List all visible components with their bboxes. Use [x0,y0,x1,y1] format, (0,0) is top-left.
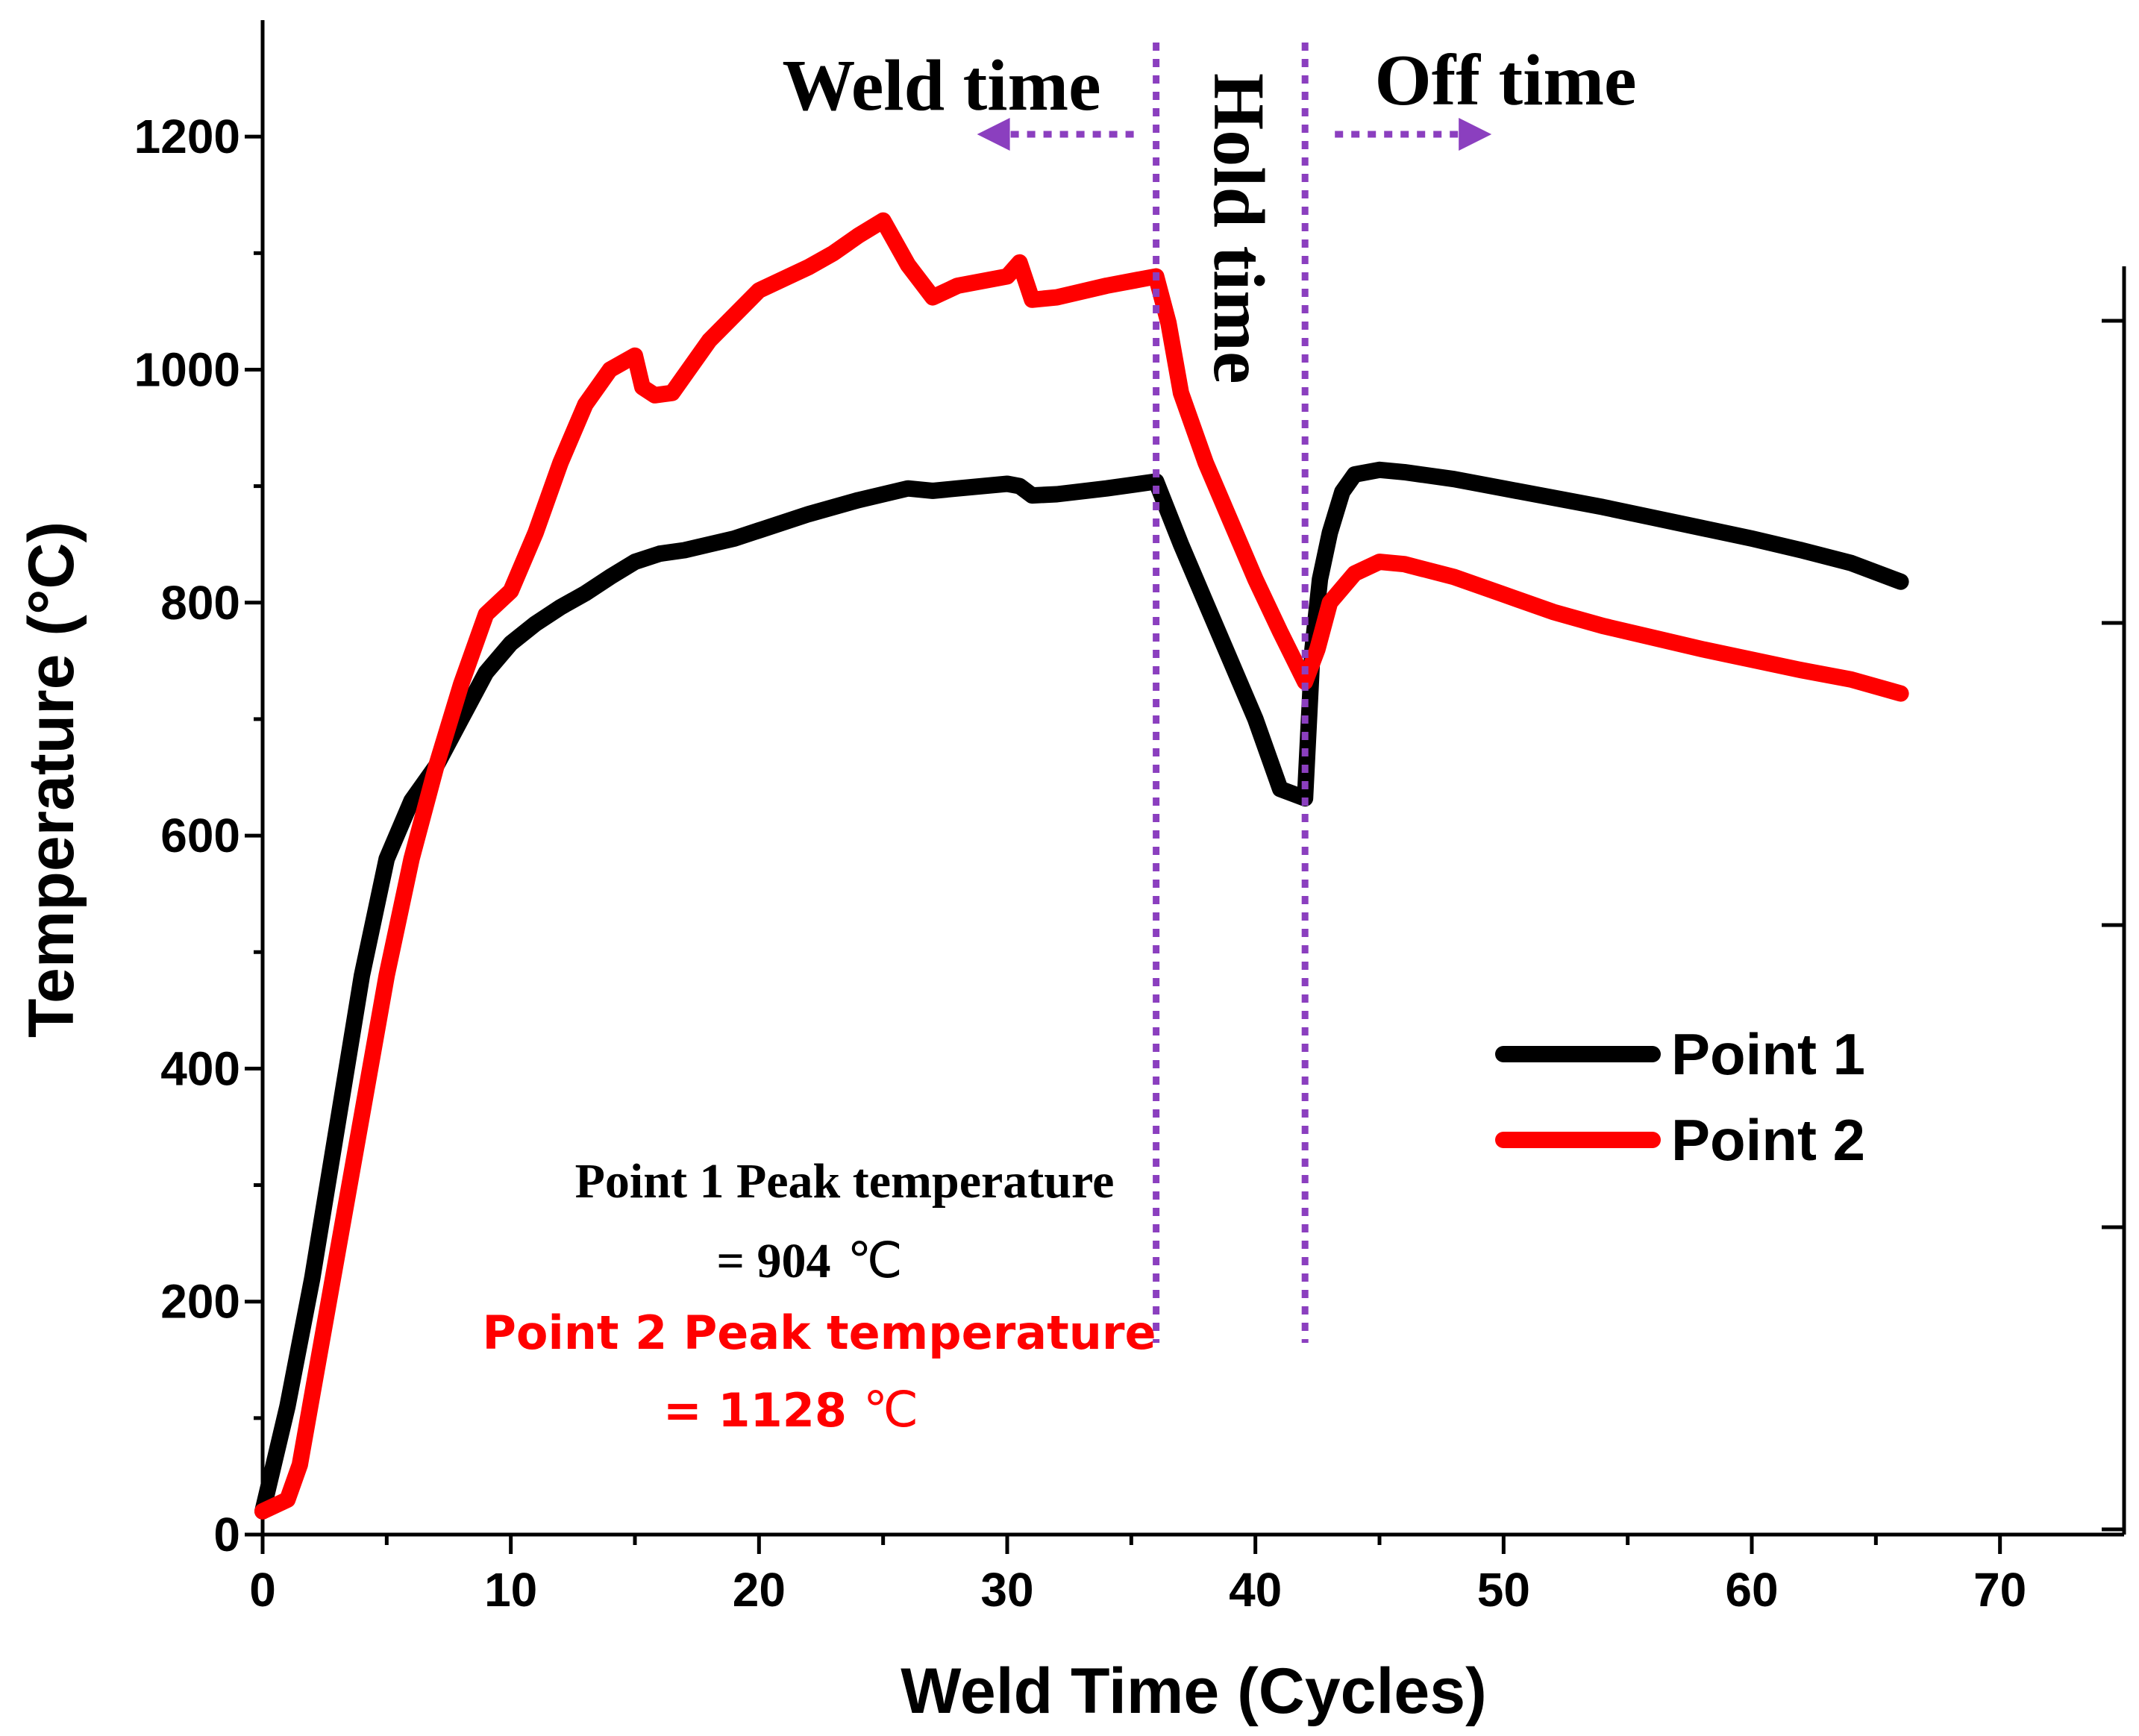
y-tick-label: 1200 [134,110,240,163]
annotation-point-1-value: = 904 ℃ [716,1234,902,1288]
series-group [254,212,1909,1520]
annotation-point-2-title: Point 2 Peak temperature [482,1306,1156,1360]
annotation-point-1-unit: ℃ [847,1234,902,1288]
x-tick-label: 50 [1477,1563,1530,1617]
phase-markers [977,43,1492,1343]
x-tick-label: 10 [484,1563,537,1617]
x-tick-label: 60 [1725,1563,1778,1617]
off-time-arrow-head [1459,118,1492,151]
annotation-point-2-unit: ℃ [863,1383,918,1438]
phase-label-off-time: Off time [1375,40,1637,121]
y-ticks: 0 200 400 600 800 1000 1200 [134,110,263,1561]
legend-label-point-1: Point 1 [1671,1021,1865,1087]
right-ticks [2102,319,2124,1532]
y-tick-label: 200 [160,1275,240,1329]
y-tick-label: 400 [160,1041,240,1095]
y-tick-label: 0 [213,1508,240,1561]
x-tick-label: 70 [1973,1563,2026,1617]
x-tick-label: 40 [1229,1563,1282,1617]
axes [260,20,2126,1537]
phase-label-weld-time: Weld time [782,46,1100,126]
y-tick-label: 1000 [134,342,240,396]
x-ticks: 0 10 20 30 40 50 60 70 [249,1535,2026,1617]
y-tick-label: 800 [160,576,240,630]
legend: Point 1 Point 2 [1495,1021,1865,1173]
series-line-point-1 [254,461,1909,1520]
series-line-point-2 [254,212,1909,1520]
annotation-point-1-number: = 904 [716,1234,830,1288]
x-tick-label: 30 [980,1563,1033,1617]
x-tick-label: 20 [733,1563,786,1617]
annotation-point-2-number: = 1128 [663,1383,847,1438]
phase-label-hold-time: Hold time [1198,73,1279,383]
y-axis-title: Temperature (°C) [16,521,87,1038]
y-tick-label: 600 [160,809,240,862]
x-axis-title: Weld Time (Cycles) [901,1655,1486,1727]
weld-time-arrow-head [977,118,1010,151]
annotation-point-2-value: = 1128 ℃ [663,1383,918,1438]
legend-label-point-2: Point 2 [1671,1107,1865,1173]
annotation-point-1-title: Point 1 Peak temperature [575,1154,1115,1209]
x-tick-label: 0 [249,1563,276,1617]
